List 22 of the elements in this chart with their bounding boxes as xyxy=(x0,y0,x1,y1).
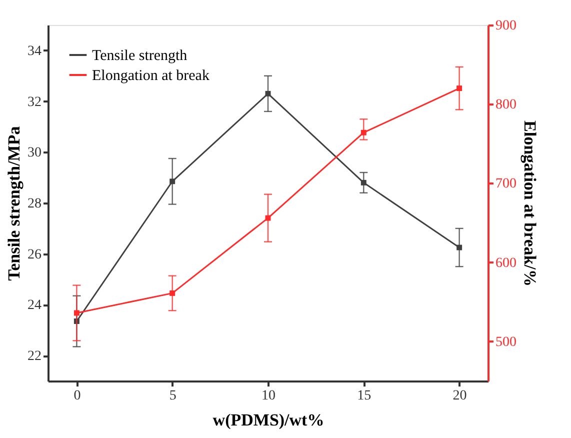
y2-axis-title: Elongation at break/% xyxy=(520,120,540,286)
legend-label: Elongation at break xyxy=(92,68,210,84)
x-axis-title: w(PDMS)/wt% xyxy=(212,410,324,430)
x-tick-label: 5 xyxy=(169,388,176,404)
y2-tick-label: 600 xyxy=(496,256,516,271)
y2-tick-label: 500 xyxy=(496,334,516,350)
y-tick-label: 32 xyxy=(28,94,42,110)
y2-tick-label: 700 xyxy=(496,176,516,192)
y-tick-label: 28 xyxy=(28,196,42,212)
y-tick-label: 26 xyxy=(28,247,42,262)
y-tick-label: 22 xyxy=(28,349,42,364)
legend-label: Tensile strength xyxy=(92,48,188,64)
y-axis-title: Tensile strength/MPa xyxy=(4,126,24,281)
x-tick-label: 20 xyxy=(452,388,467,404)
y2-tick-label: 800 xyxy=(496,98,516,113)
y2-tick-label: 900 xyxy=(496,18,516,34)
y-tick-label: 34 xyxy=(28,44,42,59)
x-tick-label: 10 xyxy=(262,388,276,404)
y-tick-label: 30 xyxy=(28,146,42,161)
y-tick-label: 24 xyxy=(28,298,42,314)
x-tick-label: 15 xyxy=(357,388,372,404)
x-tick-label: 0 xyxy=(74,388,81,404)
